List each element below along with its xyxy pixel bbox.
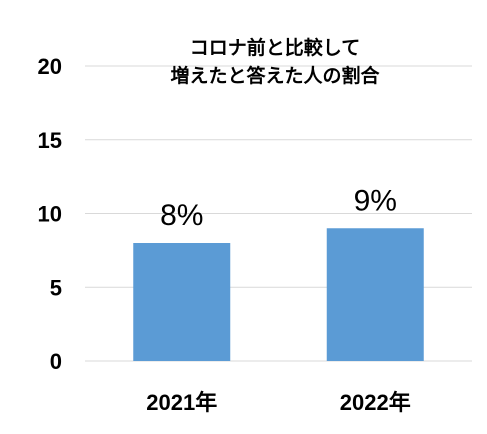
bar [133, 243, 231, 361]
data-label: 9% [354, 184, 397, 217]
y-axis-ticks: 0 5 10 15 20 [38, 54, 62, 374]
chart-title-line-1: コロナ前と比較して [190, 36, 360, 59]
y-tick-label: 20 [38, 54, 62, 79]
data-label: 8% [160, 199, 203, 232]
category-label: 2021年 [146, 390, 217, 415]
y-tick-label: 15 [38, 128, 62, 153]
y-tick-label: 0 [50, 349, 62, 374]
bar [326, 228, 424, 361]
category-label: 2022年 [340, 390, 411, 415]
category-labels: 2021年 2022年 [146, 390, 410, 415]
y-tick-label: 10 [38, 202, 62, 227]
chart-title-line-2: 増えたと答えた人の割合 [170, 64, 380, 87]
bars [133, 228, 424, 361]
y-tick-label: 5 [50, 275, 62, 300]
data-labels: 8% 9% [160, 184, 397, 232]
